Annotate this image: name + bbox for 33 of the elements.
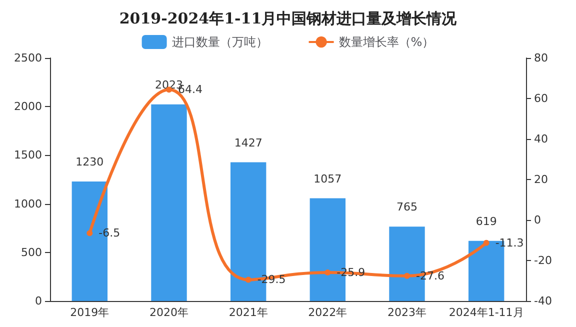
y-tick-label: 1500 <box>14 148 42 162</box>
y2-tick-label: 80 <box>534 52 548 64</box>
point <box>324 269 331 276</box>
x-tick-label: 2020年 <box>150 306 188 319</box>
x-tick-label: 2021年 <box>228 306 268 319</box>
point <box>245 276 252 283</box>
legend-label: 数量增长率（%） <box>338 35 434 49</box>
x-tick-label: 2024年1-11月 <box>448 306 524 319</box>
point <box>404 272 410 279</box>
y-tick-label: 1000 <box>14 197 42 210</box>
y2-tick-label: 20 <box>534 173 548 186</box>
data-label: 1057 <box>314 172 342 186</box>
legend-label: 进口数量（万吨） <box>172 35 268 49</box>
x-tick-label: 2022年 <box>308 306 348 319</box>
y-tick-label: 0 <box>35 294 42 308</box>
data-label: 1427 <box>234 136 262 150</box>
x-tick-label: 2019年 <box>70 306 110 319</box>
y2-tick-label: -40 <box>534 294 552 308</box>
y2-tick-label: 40 <box>534 132 548 146</box>
point <box>86 230 93 236</box>
y-tick-label: 2500 <box>14 52 42 64</box>
bar <box>151 104 187 301</box>
data-label: 765 <box>396 200 418 214</box>
point <box>483 240 490 246</box>
y2-tick-label: 0 <box>534 214 541 226</box>
data-label: 619 <box>476 214 497 228</box>
x-tick-label: 2023年 <box>388 306 426 319</box>
y-tick-label: 500 <box>21 246 42 259</box>
chart-title: 2019-2024年1-11月中国钢材进口量及增长情况 <box>119 10 458 28</box>
data-label: 1230 <box>76 155 104 168</box>
y2-tick-label: -20 <box>534 254 552 267</box>
y2-tick-label: 60 <box>534 92 548 105</box>
y-tick-label: 2000 <box>14 100 42 114</box>
